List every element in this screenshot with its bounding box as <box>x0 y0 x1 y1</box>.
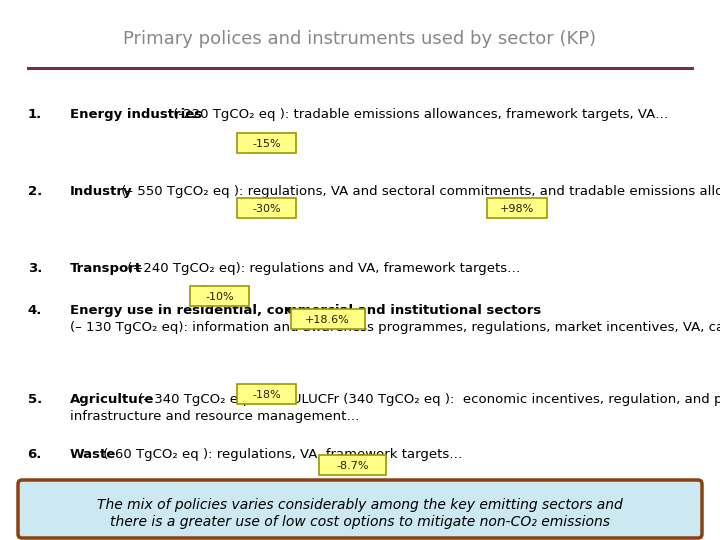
Text: Primary polices and instruments used by sector (KP): Primary polices and instruments used by … <box>123 30 597 48</box>
Text: there is a greater use of low cost options to mitigate non-CO₂ emissions: there is a greater use of low cost optio… <box>110 515 610 529</box>
Text: (+240 TgCO₂ eq): regulations and VA, framework targets…: (+240 TgCO₂ eq): regulations and VA, fra… <box>122 262 520 275</box>
Text: (– 130 TgCO₂ eq): information and awareness programmes, regulations, market ince: (– 130 TgCO₂ eq): information and awaren… <box>70 321 720 334</box>
Text: -18%: -18% <box>252 390 281 400</box>
Text: 1.: 1. <box>28 108 42 121</box>
FancyBboxPatch shape <box>190 286 249 306</box>
Text: (-220 TgCO₂ eq ): tradable emissions allowances, framework targets, VA…: (-220 TgCO₂ eq ): tradable emissions all… <box>169 108 669 121</box>
Text: Energy use in residential, commercial and institutional sectors: Energy use in residential, commercial an… <box>70 304 541 317</box>
Text: (– 550 TgCO₂ eq ): regulations, VA and sectoral commitments, and tradable emissi: (– 550 TgCO₂ eq ): regulations, VA and s… <box>117 185 720 198</box>
FancyBboxPatch shape <box>487 198 546 218</box>
Text: 3.: 3. <box>27 262 42 275</box>
Text: (–60 TgCO₂ eq ): regulations, VA, framework targets…: (–60 TgCO₂ eq ): regulations, VA, framew… <box>99 448 463 461</box>
FancyBboxPatch shape <box>237 133 296 153</box>
FancyBboxPatch shape <box>320 455 386 476</box>
Text: +18.6%: +18.6% <box>305 315 350 325</box>
Text: Energy industries: Energy industries <box>70 108 202 121</box>
Text: Industry: Industry <box>70 185 132 198</box>
Text: The mix of policies varies considerably among the key emitting sectors and: The mix of policies varies considerably … <box>97 498 623 512</box>
Text: Agriculture: Agriculture <box>70 393 154 406</box>
Text: -15%: -15% <box>252 139 281 149</box>
Text: -8.7%: -8.7% <box>336 462 369 471</box>
Text: infrastructure and resource management…: infrastructure and resource management… <box>70 410 359 423</box>
Text: Waste: Waste <box>70 448 116 461</box>
Text: -10%: -10% <box>205 292 234 302</box>
Text: 5.: 5. <box>28 393 42 406</box>
Text: +98%: +98% <box>500 204 534 214</box>
Text: Transport: Transport <box>70 262 142 275</box>
FancyBboxPatch shape <box>18 480 702 538</box>
Text: 4.: 4. <box>27 304 42 317</box>
Text: 2.: 2. <box>28 185 42 198</box>
FancyBboxPatch shape <box>291 308 364 329</box>
Text: -30%: -30% <box>252 204 281 214</box>
FancyBboxPatch shape <box>237 198 296 218</box>
Text: (– 340 TgCO₂ eq) and LULUCFr (340 TgCO₂ eq ):  economic incentives, regulation, : (– 340 TgCO₂ eq) and LULUCFr (340 TgCO₂ … <box>135 393 720 406</box>
Text: 6.: 6. <box>27 448 42 461</box>
FancyBboxPatch shape <box>237 384 296 404</box>
